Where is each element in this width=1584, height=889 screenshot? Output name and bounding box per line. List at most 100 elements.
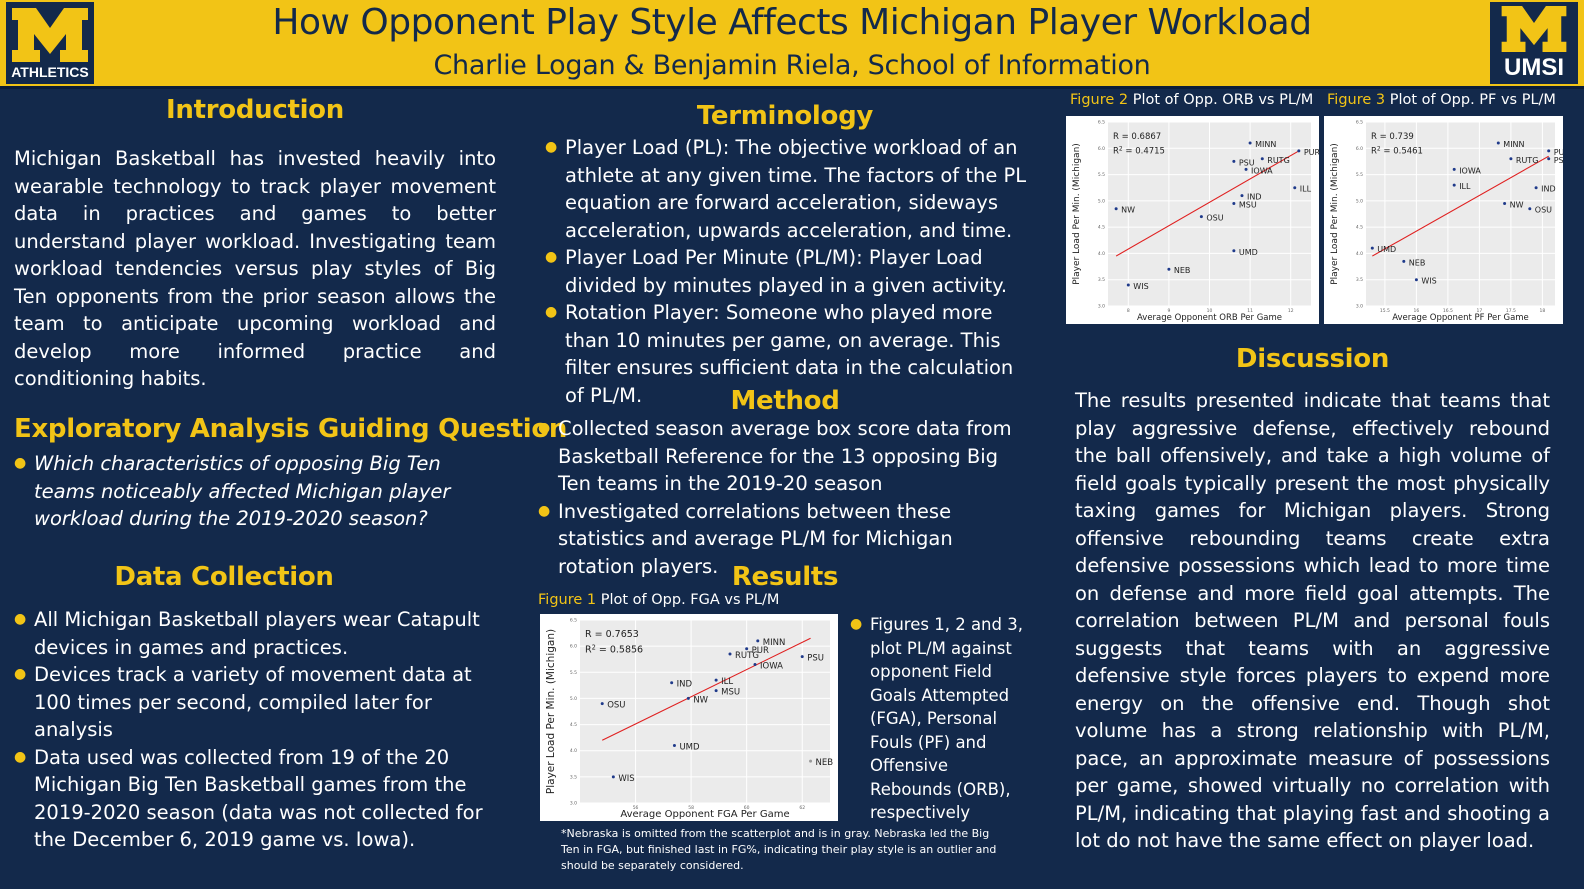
y-tick-label: 6.5 — [1098, 120, 1105, 126]
data-point-ind — [670, 681, 674, 685]
data-point-umd — [1232, 249, 1236, 253]
logo-right-text: UMSI — [1504, 54, 1564, 81]
x-axis-label: Average Opponent PF Per Game — [1392, 313, 1529, 323]
figure-1-caption: Figure 1 Plot of Opp. FGA vs PL/M — [538, 592, 779, 608]
data-point-neb — [1402, 259, 1406, 263]
data-point-neb — [809, 759, 813, 763]
data-point-rutg — [1260, 157, 1264, 161]
figure-2-title: Plot of Opp. ORB vs PL/M — [1132, 92, 1314, 108]
point-label-msu: MSU — [1239, 200, 1257, 209]
data-point-wis — [1126, 283, 1130, 287]
poster-subtitle: Charlie Logan & Benjamin Riela, School o… — [433, 50, 1151, 81]
point-label-minn: MINN — [1255, 140, 1276, 149]
figure-3-scatterplot: 15.5 16 16.5 17 17.5 18 3.0 3.5 4.0 4.5 5.0 5.5 6.0 6… — [1324, 116, 1563, 324]
guiding-question-list: Which characteristics of opposing Big Te… — [14, 450, 490, 533]
y-tick-label: 3.5 — [1098, 277, 1105, 283]
point-label-ind: IND — [677, 680, 693, 690]
point-label-psu: PSU — [807, 654, 824, 664]
y-tick-label: 4.5 — [1356, 225, 1363, 231]
x-tick-label: 17 — [1477, 308, 1483, 314]
data-point-psu — [1547, 157, 1551, 161]
list-item: Devices track a variety of movement data… — [14, 661, 496, 744]
x-axis-label: Average Opponent FGA Per Game — [620, 809, 789, 820]
y-axis-label: Player Load Per Min. (Michigan) — [545, 629, 557, 794]
point-label-iowa: IOWA — [1251, 166, 1273, 175]
data-point-iowa — [753, 662, 757, 666]
x-tick-label: 12 — [1288, 308, 1294, 314]
r-squared-annotation: R2 = 0.5461 — [1371, 146, 1423, 157]
figure-2-label: Figure 2 — [1070, 92, 1129, 108]
y-tick-label: 6.0 — [1356, 146, 1363, 152]
point-label-wis: WIS — [1421, 277, 1436, 286]
point-label-minn: MINN — [1503, 140, 1524, 149]
results-heading: Results — [731, 562, 839, 592]
point-label-ind: IND — [1541, 185, 1556, 194]
method-heading: Method — [730, 386, 840, 416]
point-label-nw: NW — [693, 695, 708, 705]
point-label-rutg: RUTG — [735, 651, 759, 661]
terminology-list: Player Load (PL): The objective workload… — [545, 134, 1031, 409]
data-point-nw — [1114, 207, 1118, 211]
list-item: Figures 1, 2 and 3, plot PL/M against op… — [850, 613, 1034, 825]
figure-1-scatterplot: 56 58 60 62 3.0 3.5 4.0 4.5 5.0 5.5 6.0 6.5 MINN PUR R… — [540, 614, 838, 821]
fig3-svg: 15.5 16 16.5 17 17.5 18 3.0 3.5 4.0 4.5 5.0 5.5 6.0 6… — [1330, 120, 1563, 324]
x-tick-label: 16 — [1414, 308, 1420, 314]
y-tick-label: 4.5 — [570, 722, 577, 728]
point-label-psu: PSU — [1239, 158, 1255, 167]
y-tick-label: 3.0 — [1356, 304, 1363, 310]
logo-left-text: ATHLETICS — [11, 64, 89, 80]
data-point-minn — [1248, 141, 1252, 145]
list-item: All Michigan Basketball players wear Cat… — [14, 606, 496, 661]
list-item: Investigated correlations between these … — [538, 498, 1028, 581]
y-tick-label: 6.0 — [570, 644, 577, 650]
point-label-iowa: IOWA — [1459, 166, 1481, 175]
discussion-text: The results presented indicate that team… — [1075, 389, 1550, 852]
x-tick-label: 9 — [1167, 308, 1170, 314]
point-label-nw: NW — [1121, 206, 1135, 215]
results-summary-list: Figures 1, 2 and 3, plot PL/M against op… — [850, 613, 1034, 825]
data-point-ill — [714, 678, 718, 682]
block-m-icon — [12, 8, 88, 62]
x-tick-label: 62 — [799, 805, 805, 811]
point-label-pur: PUR — [1304, 148, 1319, 157]
data-point-psu — [800, 655, 804, 659]
x-tick-label: 17.5 — [1506, 308, 1516, 314]
michigan-athletics-logo: ATHLETICS — [6, 2, 94, 84]
list-item: Collected season average box score data … — [538, 415, 1028, 498]
y-tick-label: 4.5 — [1098, 225, 1105, 231]
data-point-osu — [600, 702, 604, 706]
trend-line — [1115, 150, 1300, 257]
method-list: Collected season average box score data … — [538, 415, 1028, 580]
data-point-iowa — [1244, 167, 1248, 171]
data-point-osu — [1528, 207, 1532, 211]
y-axis-label: Player Load Per Min. (Michigan) — [1330, 143, 1340, 285]
x-tick-label: 16.5 — [1443, 308, 1453, 314]
point-label-pur: PUR — [752, 646, 769, 656]
data-point-wis — [611, 775, 615, 779]
introduction-heading: Introduction — [166, 95, 344, 125]
point-label-neb: NEB — [1409, 258, 1426, 267]
fig2-svg: 8 9 10 11 12 3.0 3.5 4.0 4.5 5.0 5.5 6.0 6.5 MINN PUR P… — [1072, 120, 1319, 324]
figure-3-title: Plot of Opp. PF vs PL/M — [1389, 92, 1556, 108]
data-point-ind — [1240, 194, 1244, 198]
poster-title: How Opponent Play Style Affects Michigan… — [272, 2, 1312, 43]
figure-2-scatterplot: 8 9 10 11 12 3.0 3.5 4.0 4.5 5.0 5.5 6.0 6.5 MINN PUR P… — [1066, 116, 1319, 324]
header-divider — [0, 86, 1584, 89]
point-label-osu: OSU — [1535, 206, 1552, 215]
y-tick-label: 4.0 — [1098, 251, 1105, 257]
y-tick-label: 3.5 — [1356, 277, 1363, 283]
data-point-pur — [1547, 149, 1551, 153]
data-point-umd — [672, 743, 676, 747]
data-point-rutg — [1509, 157, 1513, 161]
data-collection-heading: Data Collection — [114, 562, 334, 592]
data-point-umd — [1370, 246, 1374, 250]
figure-2-caption: Figure 2 Plot of Opp. ORB vs PL/M — [1070, 92, 1313, 108]
y-tick-label: 6.5 — [1356, 120, 1363, 126]
data-point-msu — [1232, 201, 1236, 205]
x-axis-label: Average Opponent ORB Per Game — [1137, 313, 1282, 323]
y-tick-label: 3.0 — [570, 801, 577, 807]
list-item: Player Load Per Minute (PL/M): Player Lo… — [545, 244, 1031, 299]
r-annotation: R = 0.739 — [1371, 132, 1414, 142]
point-label-umd: UMD — [1239, 248, 1258, 257]
point-label-psu: PSU — [1554, 156, 1563, 165]
